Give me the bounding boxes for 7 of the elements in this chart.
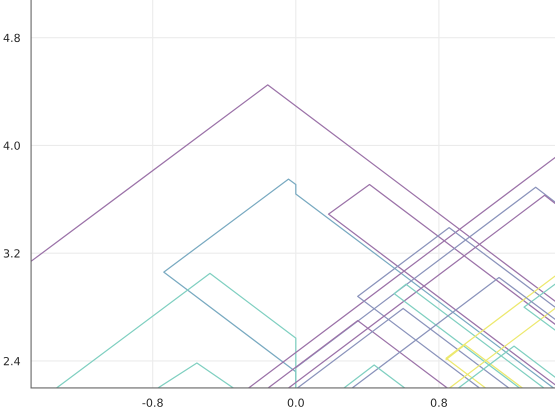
y-tick-label: 4.8	[4, 34, 20, 42]
y-tick-label: 4.0	[4, 141, 20, 150]
x-tick-label: -0.8	[142, 398, 163, 407]
x-tick-label: 0.8	[430, 398, 447, 407]
y-tick-label: 2.4	[4, 356, 20, 366]
x-tick-label: 0.0	[288, 398, 304, 407]
y-tick-label: 3.2	[4, 249, 20, 258]
